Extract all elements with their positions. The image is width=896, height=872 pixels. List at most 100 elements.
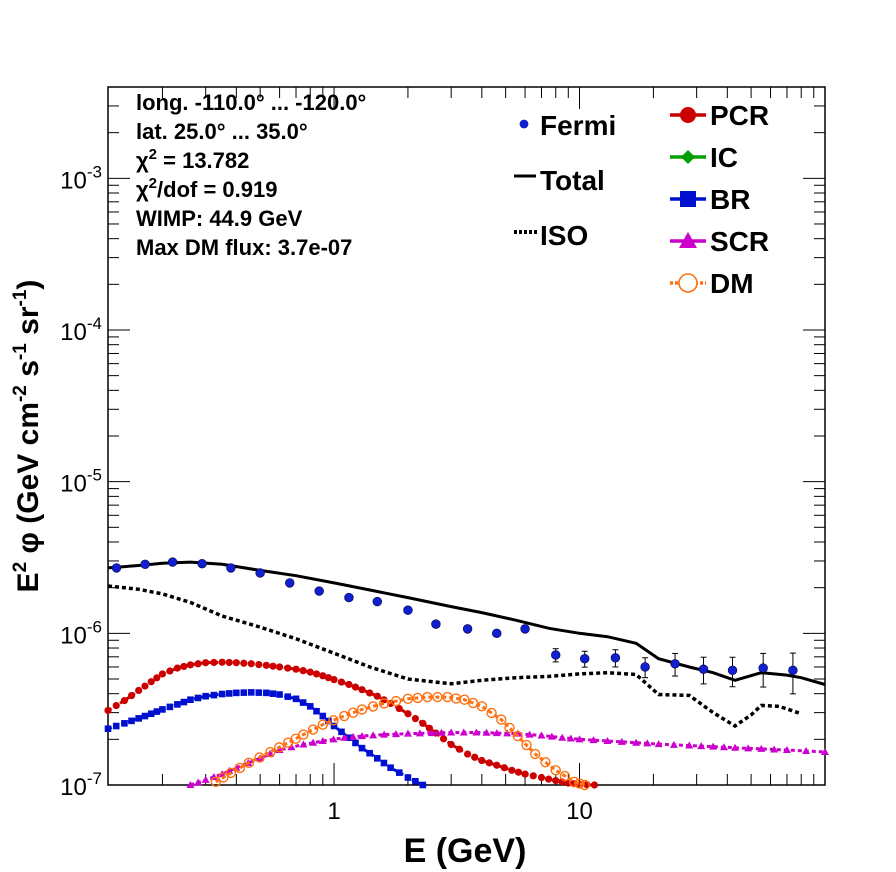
dm-point xyxy=(550,765,561,776)
br-point xyxy=(352,739,359,747)
fermi-point xyxy=(788,665,798,676)
pcr-point xyxy=(141,682,149,690)
scr-point xyxy=(472,728,481,736)
info-text-block: long. -110.0° ... -120.0° lat. 25.0° ... … xyxy=(136,90,366,260)
series-total xyxy=(107,560,826,686)
br-point xyxy=(121,720,128,727)
pcr-point xyxy=(358,686,366,694)
dm-point xyxy=(422,691,433,703)
pcr-point xyxy=(380,696,388,704)
br-point xyxy=(147,710,155,718)
scr-point xyxy=(697,742,706,750)
pcr-line xyxy=(107,660,595,787)
legend-item-br: BR xyxy=(670,184,750,215)
pcr-point xyxy=(324,674,333,682)
pcr-point xyxy=(478,756,486,765)
fermi-point xyxy=(403,605,413,615)
pcr-point xyxy=(373,692,381,700)
series-scr xyxy=(186,728,829,788)
x-tick-label: 1 xyxy=(327,798,340,825)
br-point xyxy=(159,706,166,713)
fermi-point xyxy=(111,563,122,573)
info-line: WIMP: 44.9 GeV xyxy=(136,206,303,231)
dm-point xyxy=(218,772,229,783)
pcr-point xyxy=(493,761,501,769)
legend-label: DM xyxy=(710,268,754,299)
scr-point xyxy=(654,740,663,748)
scr-point xyxy=(575,735,584,743)
pcr-point xyxy=(232,659,240,667)
fermi-point xyxy=(197,558,207,569)
dm-point xyxy=(496,714,507,725)
br-point xyxy=(255,689,263,696)
fermi-point xyxy=(640,662,650,672)
legend: Fermi Total ISO PCR IC BR SCR DM xyxy=(514,100,769,299)
series-fermi xyxy=(111,557,798,695)
scr-point xyxy=(632,738,641,746)
pcr-point xyxy=(180,662,188,671)
pcr-point xyxy=(262,661,270,669)
pcr-point xyxy=(112,701,120,710)
pcr-point xyxy=(202,659,210,667)
dm-point xyxy=(234,762,246,774)
info-line: Max DM flux: 3.7e-07 xyxy=(136,235,352,260)
scr-point xyxy=(459,728,468,736)
series-dm xyxy=(210,691,590,791)
pcr-point xyxy=(312,670,321,678)
legend-label: Fermi xyxy=(540,110,616,141)
scr-point xyxy=(329,735,338,743)
legend-label: IC xyxy=(710,142,738,173)
dm-point xyxy=(390,695,402,707)
scr-point xyxy=(492,729,501,737)
dm-point xyxy=(225,767,237,779)
scr-point xyxy=(447,728,456,736)
dm-point xyxy=(432,691,443,703)
br-point xyxy=(358,744,366,752)
legend-item-iso: ISO xyxy=(514,220,588,251)
scr-point xyxy=(437,728,446,736)
scr-point xyxy=(709,742,718,750)
legend-label: Total xyxy=(540,165,605,196)
legend-item-fermi: Fermi xyxy=(519,110,616,141)
scr-line xyxy=(189,731,826,787)
dm-point xyxy=(367,701,379,712)
pcr-point xyxy=(411,714,419,723)
pcr-point xyxy=(485,759,493,767)
scr-point xyxy=(369,731,378,739)
pcr-point xyxy=(284,664,292,672)
pcr-point xyxy=(292,665,300,673)
scr-point xyxy=(186,781,195,788)
br-point xyxy=(284,693,292,700)
dm-point xyxy=(274,742,285,753)
br-point xyxy=(373,754,381,762)
info-line: long. -110.0° ... -120.0° xyxy=(136,90,366,115)
scr-point xyxy=(232,763,241,771)
y-tick-label: 10-5 xyxy=(60,466,102,498)
scr-point xyxy=(287,743,296,751)
br-point xyxy=(292,695,300,703)
dm-point xyxy=(378,698,390,709)
legend-item-pcr: PCR xyxy=(670,100,769,131)
iso-line xyxy=(107,584,802,729)
pcr-point xyxy=(552,776,560,785)
dm-point xyxy=(504,722,515,734)
scr-point xyxy=(801,747,810,755)
br-point xyxy=(194,694,202,702)
dm-point xyxy=(568,776,580,787)
legend-label: ISO xyxy=(540,220,588,251)
br-point xyxy=(233,689,240,697)
scr-point xyxy=(225,766,234,774)
pcr-point xyxy=(299,667,307,675)
scr-point xyxy=(821,748,829,756)
pcr-point xyxy=(173,664,181,672)
scr-point xyxy=(537,731,546,739)
scr-point xyxy=(299,740,308,748)
dm-point xyxy=(412,692,423,704)
fermi-point xyxy=(344,592,354,603)
pcr-point xyxy=(537,773,546,782)
pcr-point xyxy=(471,753,479,761)
dm-point xyxy=(317,719,329,730)
legend-ic-marker xyxy=(681,150,695,164)
br-point xyxy=(128,717,135,725)
